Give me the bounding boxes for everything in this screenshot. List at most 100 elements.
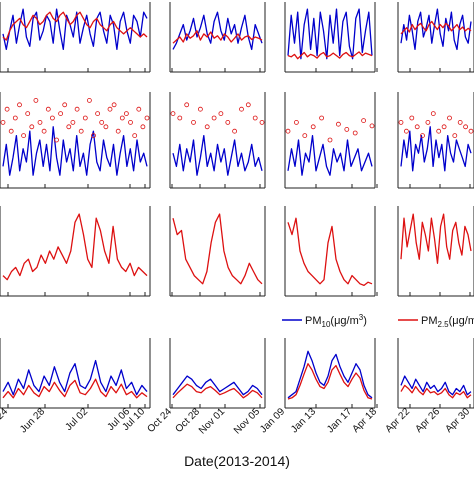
scatter-point	[29, 124, 35, 130]
scatter-point	[310, 124, 316, 130]
pm10-sub: 10	[322, 320, 331, 329]
scatter-point	[107, 106, 113, 112]
scatter-point	[177, 115, 183, 121]
scatter-point	[136, 106, 142, 112]
x-axis-label: Date(2013-2014)	[184, 453, 290, 469]
scatter-point	[87, 98, 92, 103]
x-tick-label: Oct 24	[146, 406, 175, 435]
scatter-point	[409, 115, 415, 121]
pm25-base: PM	[421, 315, 438, 327]
scatter-point	[144, 115, 150, 121]
series-line-pm10	[287, 350, 373, 399]
pm25-sub: 2.5	[438, 320, 450, 329]
scatter-point	[441, 124, 447, 130]
scatter-point	[124, 111, 129, 116]
x-tick-label: Jan 13	[289, 406, 318, 435]
scatter-point	[170, 111, 176, 116]
panel-2-segment-1	[0, 92, 151, 189]
series-line-pm25	[287, 363, 373, 400]
scatter-point	[58, 111, 63, 116]
scatter-point	[447, 115, 452, 121]
series-line-pm10	[172, 134, 263, 176]
scatter-point	[4, 106, 10, 112]
legend-label-pm25: PM2.5(μg/m3)	[421, 313, 474, 329]
scatter-point	[111, 102, 117, 108]
pm25-mu: μ	[452, 315, 458, 327]
series-line-pm25	[400, 20, 472, 35]
scatter-point	[184, 102, 190, 108]
scatter-point	[232, 128, 238, 134]
scatter-point	[398, 120, 404, 125]
series-line-pm25	[2, 11, 148, 41]
panel-1-segment-3	[284, 2, 378, 73]
x-tick-label: Apr 30	[444, 406, 473, 435]
scatter-point	[204, 124, 210, 130]
x-tick-label: Apr 18	[351, 406, 380, 435]
scatter-point	[17, 102, 22, 108]
x-tick-label: Nov 05	[232, 406, 262, 436]
legend-label-pm10: PM10(μg/m3)	[305, 313, 367, 329]
scatter-point	[25, 111, 31, 116]
x-tick-label: Jul 02	[63, 406, 90, 433]
scatter-point	[327, 137, 333, 143]
scatter-point	[33, 98, 39, 103]
scatter-point	[12, 115, 18, 121]
scatter-point	[259, 120, 265, 125]
scatter-point	[132, 133, 138, 139]
scatter-point	[252, 115, 258, 121]
pm10-sup: 3	[359, 313, 364, 322]
legend: PM10(μg/m3) PM2.5(μg/m3)	[282, 313, 474, 329]
pm25-unit: g/m	[459, 315, 474, 327]
scatter-point	[420, 133, 425, 139]
scatter-point	[21, 133, 27, 139]
scatter-point	[66, 124, 72, 130]
scatter-point	[302, 133, 308, 139]
pm25-open: (	[449, 315, 453, 327]
scatter-point	[225, 120, 231, 125]
series-line-pm25	[400, 213, 472, 264]
series-line-pm10	[400, 126, 472, 172]
x-tick-label: Jun 28	[18, 406, 47, 435]
scatter-point	[293, 120, 299, 125]
scatter-point	[352, 130, 358, 136]
series-line-pm10	[400, 375, 472, 396]
series-line-pm10	[2, 126, 148, 176]
scatter-point	[91, 133, 96, 139]
series-line-pm10	[172, 11, 263, 51]
scatter-point	[140, 124, 146, 130]
scatter-point	[425, 120, 431, 125]
scatter-point	[45, 106, 51, 112]
scatter-point	[430, 111, 436, 116]
scatter-point	[319, 115, 325, 121]
scatter-point	[37, 120, 43, 125]
scatter-point	[0, 120, 6, 125]
x-tick-label: Jun 24	[0, 406, 10, 435]
scatter-point	[99, 120, 105, 125]
panel-3-segment-2	[169, 206, 266, 297]
series-line-pm10	[287, 134, 373, 176]
series-line-pm25	[172, 383, 263, 399]
x-tick-label: Apr 26	[414, 406, 443, 435]
series-line-pm25	[2, 378, 148, 399]
scatter-point	[70, 120, 76, 125]
series-line-pm25	[287, 217, 373, 287]
scatter-point	[239, 106, 244, 112]
scatter-point	[457, 120, 463, 125]
panel-4-segment-1	[0, 338, 151, 409]
scatter-point	[452, 133, 458, 139]
panels-group	[0, 2, 474, 409]
scatter-point	[50, 115, 55, 121]
series-line-pm25	[2, 213, 148, 281]
panel-1	[0, 2, 474, 73]
panel-2-segment-4	[397, 92, 474, 189]
panel-1-segment-4	[397, 2, 474, 73]
panel-1-segment-1	[0, 2, 151, 73]
x-tick-label: Apr 22	[384, 406, 413, 435]
scatter-point	[54, 137, 59, 143]
panel-3	[0, 206, 474, 297]
scatter-point	[41, 128, 47, 134]
scatter-point	[115, 128, 121, 134]
series-line-pm10	[287, 8, 373, 60]
scatter-point	[369, 123, 375, 129]
